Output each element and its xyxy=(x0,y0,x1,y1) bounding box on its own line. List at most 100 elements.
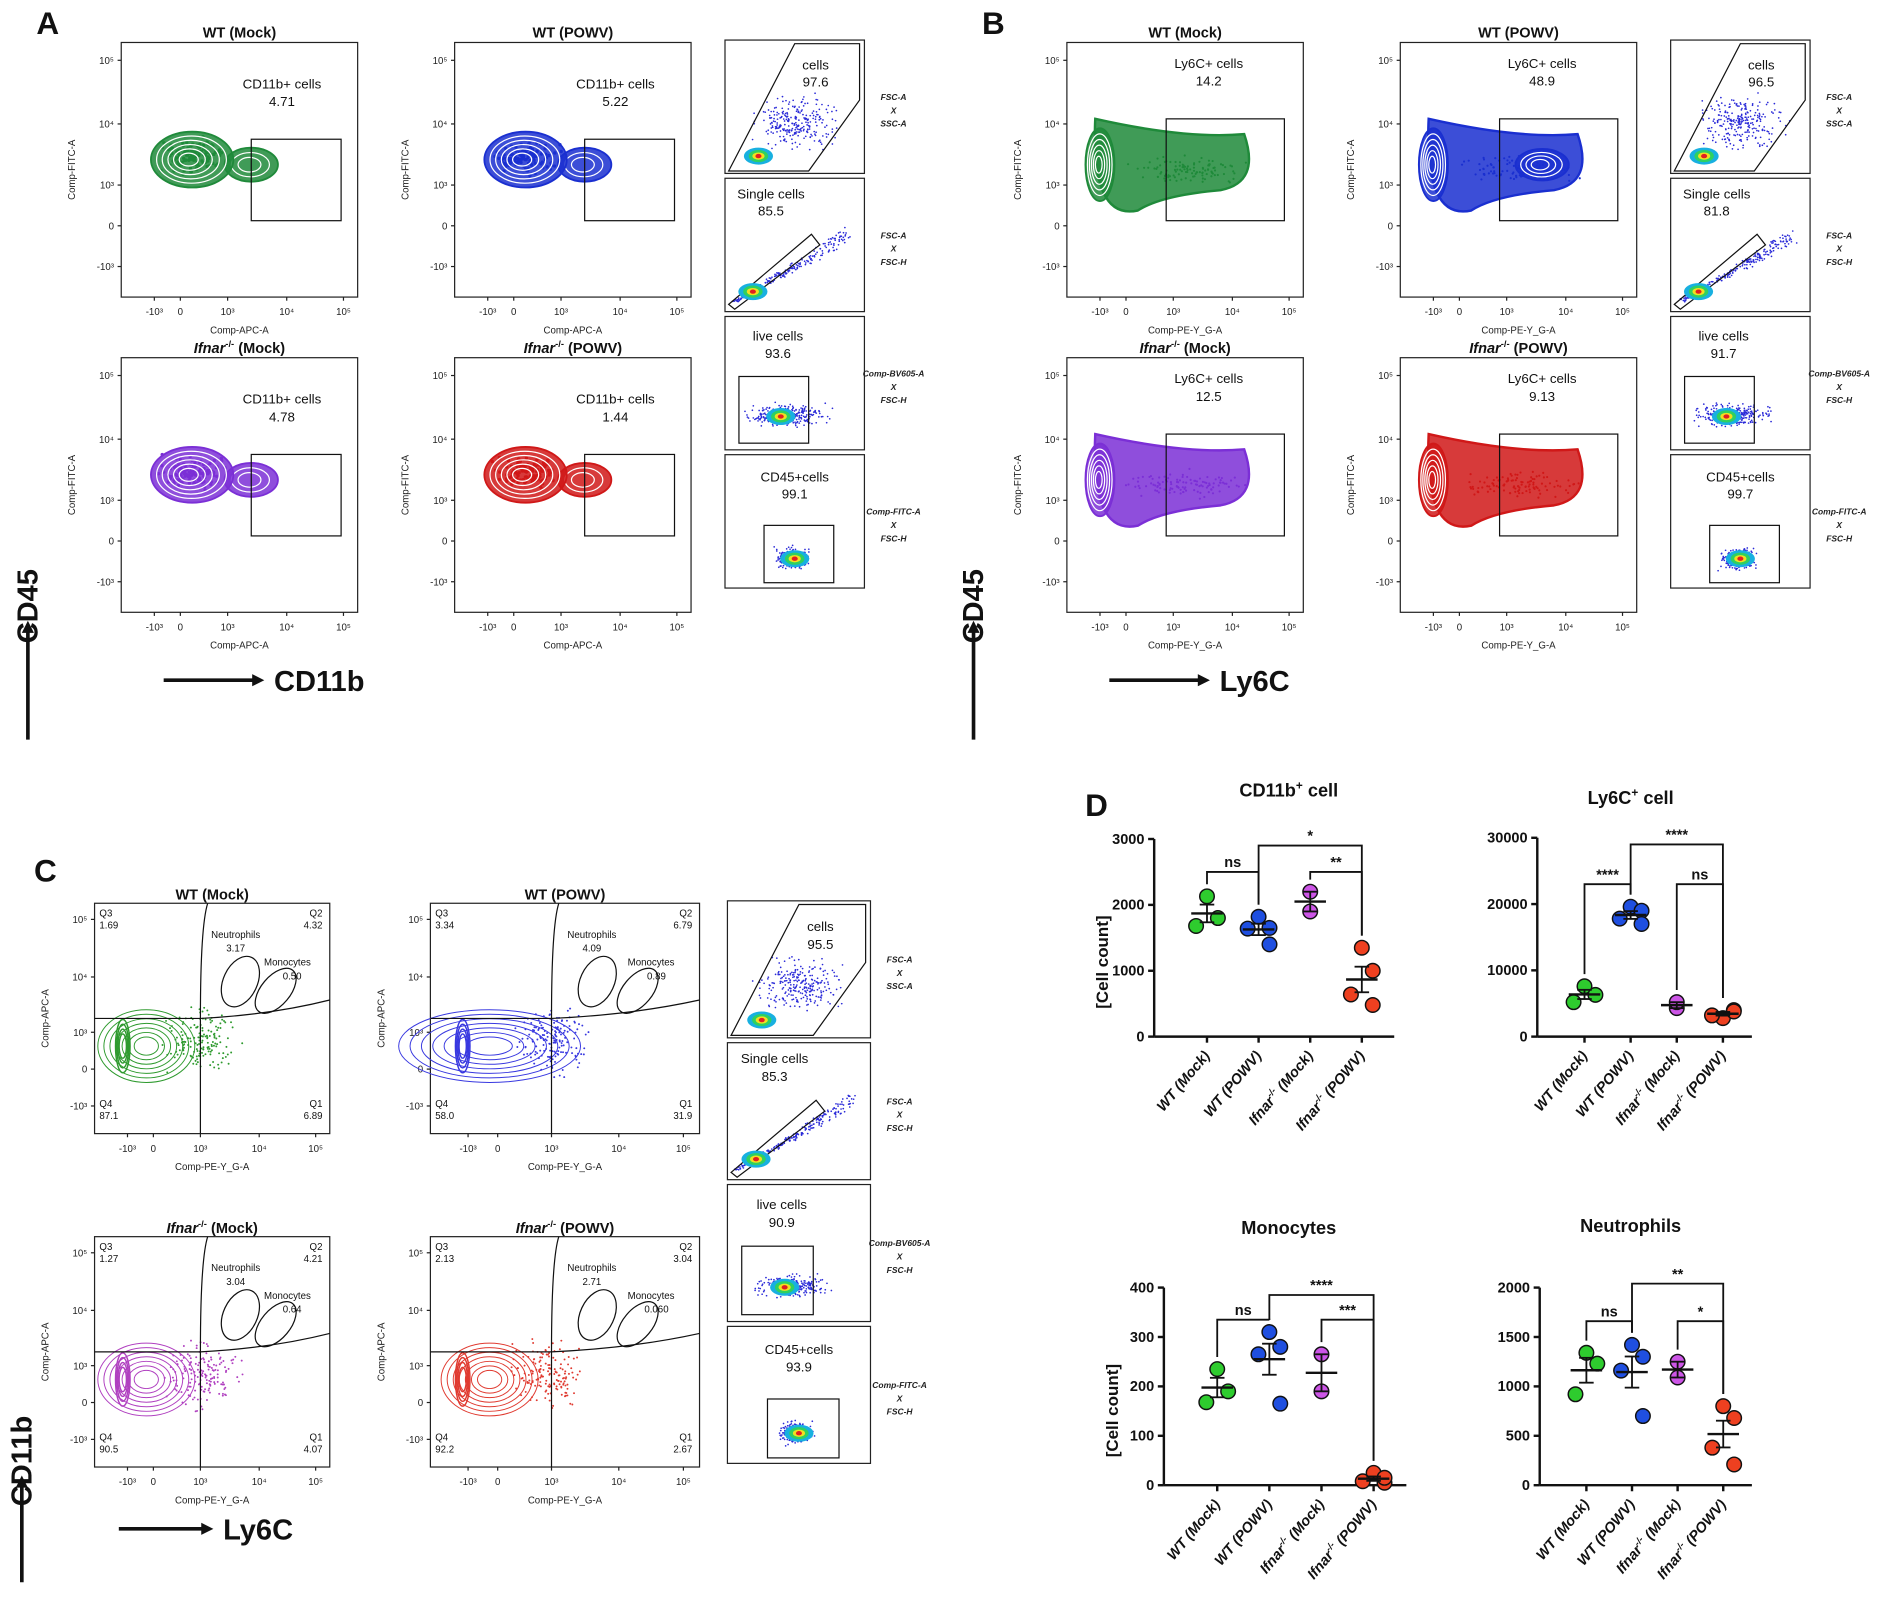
neutrophils-gate-value: 2.71 xyxy=(582,1277,601,1288)
event-dot xyxy=(553,1373,556,1375)
event-dot xyxy=(794,987,796,990)
event-dot xyxy=(539,1049,542,1052)
event-dot xyxy=(208,1387,211,1390)
event-dot xyxy=(1711,423,1713,426)
event-dot xyxy=(826,415,829,418)
event-dot xyxy=(548,1042,551,1045)
event-dot xyxy=(794,423,797,425)
event-dot xyxy=(566,1383,569,1386)
event-dot xyxy=(777,566,780,569)
event-dot xyxy=(798,119,800,121)
event-dot xyxy=(531,1338,534,1341)
event-dot xyxy=(583,1047,586,1050)
event-dot xyxy=(767,976,770,979)
event-dot xyxy=(1769,251,1772,254)
x-axis-label: Comp-PE-Y_G-A xyxy=(1481,641,1556,652)
event-dot xyxy=(780,980,782,983)
event-dot xyxy=(792,421,795,424)
event-dot xyxy=(819,247,822,250)
gate-rectangle xyxy=(738,375,810,444)
title-rest: (Mock) xyxy=(198,888,249,904)
event-dot xyxy=(1759,120,1762,123)
event-dot xyxy=(803,419,806,421)
event-dot xyxy=(190,1378,193,1381)
event-dot xyxy=(831,143,834,145)
event-dot xyxy=(175,1036,178,1039)
event-dot xyxy=(769,116,771,119)
quadrant-value: 6.79 xyxy=(673,921,692,932)
event-dot xyxy=(792,267,794,270)
event-dot xyxy=(843,241,846,244)
density-core xyxy=(1723,414,1730,419)
event-dot xyxy=(768,1282,771,1285)
event-dot xyxy=(1738,105,1740,107)
x-axis-label: Comp-PE-Y_G-A xyxy=(1148,641,1223,652)
event-dot xyxy=(1763,126,1766,128)
quadrant-horizontal-gate xyxy=(430,999,700,1020)
event-dot xyxy=(1773,239,1776,242)
event-dot xyxy=(846,1097,848,1100)
y-tick-label: 10⁴ xyxy=(1378,120,1393,131)
event-dot xyxy=(544,1349,547,1352)
event-dot xyxy=(205,1382,208,1385)
event-dot xyxy=(1705,406,1708,409)
event-dot xyxy=(563,1358,566,1361)
event-dot xyxy=(821,254,823,257)
event-dot xyxy=(1744,102,1747,105)
event-dot xyxy=(782,118,785,120)
event-dot xyxy=(735,300,738,302)
event-dot xyxy=(217,1352,220,1355)
density-contour xyxy=(121,1360,172,1399)
event-dot xyxy=(786,424,788,426)
event-dot xyxy=(204,1376,207,1379)
event-dot xyxy=(785,118,788,121)
event-dot xyxy=(542,1368,545,1371)
event-dot xyxy=(1763,258,1766,260)
gate-value: 85.5 xyxy=(758,204,784,219)
event-dot xyxy=(1712,136,1715,139)
event-dot xyxy=(799,971,802,973)
event-dot xyxy=(824,402,827,405)
title-superscript: -/- xyxy=(225,339,234,350)
event-dot xyxy=(564,1394,567,1397)
event-dot xyxy=(798,265,801,268)
event-dot xyxy=(799,965,802,968)
event-dot xyxy=(787,103,790,105)
event-dot xyxy=(787,108,790,110)
event-dot xyxy=(1779,111,1782,114)
event-dot xyxy=(213,1032,216,1035)
event-dot xyxy=(765,1276,767,1279)
gating-axis-label: FSC-H xyxy=(1826,257,1853,267)
y-tick-label: 0 xyxy=(442,537,448,548)
event-dot xyxy=(1782,237,1784,240)
event-dot xyxy=(207,1050,210,1053)
event-dot xyxy=(740,297,743,300)
density-contour xyxy=(1420,133,1447,197)
gate-label: Ly6C+ cells xyxy=(1174,371,1243,386)
event-dot xyxy=(816,99,819,101)
event-dot xyxy=(785,548,788,550)
x-tick-label: -10³ xyxy=(459,1477,477,1488)
event-dot xyxy=(1755,258,1757,261)
event-dot xyxy=(804,135,807,138)
event-dot xyxy=(564,1384,567,1387)
event-dot xyxy=(805,415,808,418)
event-dot xyxy=(236,1376,239,1379)
event-dot xyxy=(1741,117,1744,119)
event-dot xyxy=(1740,113,1743,116)
event-dot xyxy=(815,103,818,106)
event-dot xyxy=(783,139,786,142)
y-tick-label: 0 xyxy=(109,537,115,548)
event-dot xyxy=(1741,264,1744,267)
event-dot xyxy=(800,101,803,104)
event-dot xyxy=(1742,421,1744,424)
event-dot xyxy=(1791,230,1794,232)
event-dot xyxy=(800,997,803,1000)
event-dot xyxy=(744,410,746,413)
event-dot xyxy=(772,982,775,984)
event-dot xyxy=(516,1367,519,1370)
event-dot xyxy=(1728,133,1731,136)
event-dot xyxy=(201,1010,204,1013)
event-dot xyxy=(840,1112,842,1115)
